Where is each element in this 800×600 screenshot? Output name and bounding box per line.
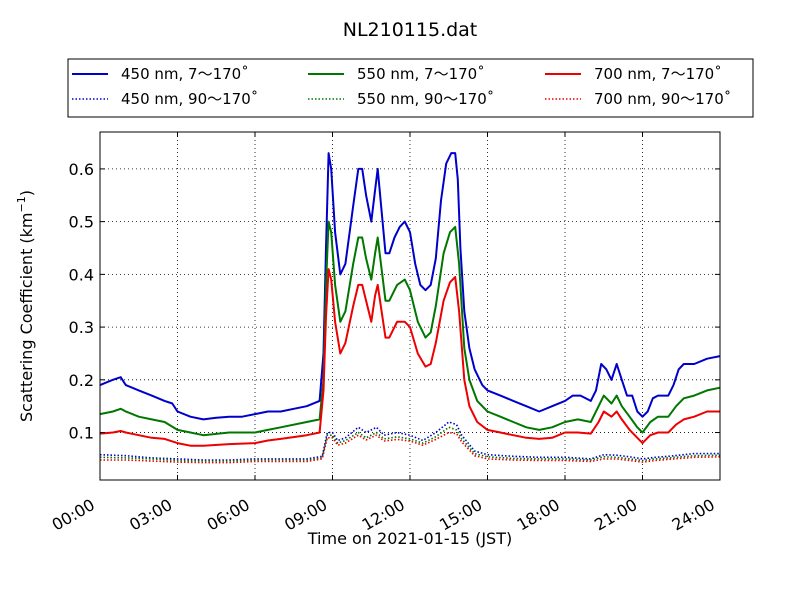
x-axis-label: Time on 2021-01-15 (JST) — [307, 529, 512, 548]
x-tick-label: 06:00 — [204, 495, 253, 535]
legend-label-2: 550 nm, 7～170˚ — [357, 65, 485, 83]
x-tick-label: 24:00 — [669, 495, 718, 535]
y-axis-label-sup: −1 — [15, 196, 28, 212]
y-tick-label: 0.2 — [69, 371, 94, 390]
x-tick-label: 03:00 — [126, 495, 175, 535]
legend: 450 nm, 7～170˚ 550 nm, 7～170˚ 700 nm, 7～17… — [67, 58, 754, 118]
series-line-2 — [99, 220, 721, 437]
x-tick-label: 00:00 — [49, 495, 98, 535]
y-tick-label: 0.6 — [69, 160, 94, 179]
y-tick-label: 0.5 — [69, 213, 94, 232]
y-axis-label-main: Scattering Coefficient (km — [17, 212, 36, 422]
series-line-3 — [99, 426, 721, 462]
x-tick-label: 18:00 — [514, 495, 563, 535]
x-tick-label: 21:00 — [591, 495, 640, 535]
series-line-5 — [100, 431, 721, 464]
plot-lines — [99, 152, 721, 464]
y-tick-label: 0.1 — [69, 424, 94, 443]
series-line-0 — [99, 152, 721, 421]
chart-title: NL210115.dat — [343, 19, 478, 41]
grid — [100, 132, 720, 480]
series-line-4 — [99, 268, 720, 447]
legend-label-0: 450 nm, 7～170˚ — [121, 65, 249, 83]
legend-label-5: 700 nm, 90～170˚ — [594, 90, 731, 108]
legend-label-4: 700 nm, 7～170˚ — [594, 65, 722, 83]
legend-label-1: 450 nm, 90～170˚ — [121, 90, 258, 108]
y-axis-label-end: ) — [17, 190, 36, 196]
legend-box — [67, 58, 754, 118]
y-axis-label: Scattering Coefficient (km−1) — [15, 190, 36, 422]
y-tick-label: 0.4 — [69, 265, 94, 284]
y-tick-label: 0.3 — [69, 318, 94, 337]
legend-label-3: 550 nm, 90～170˚ — [357, 90, 494, 108]
